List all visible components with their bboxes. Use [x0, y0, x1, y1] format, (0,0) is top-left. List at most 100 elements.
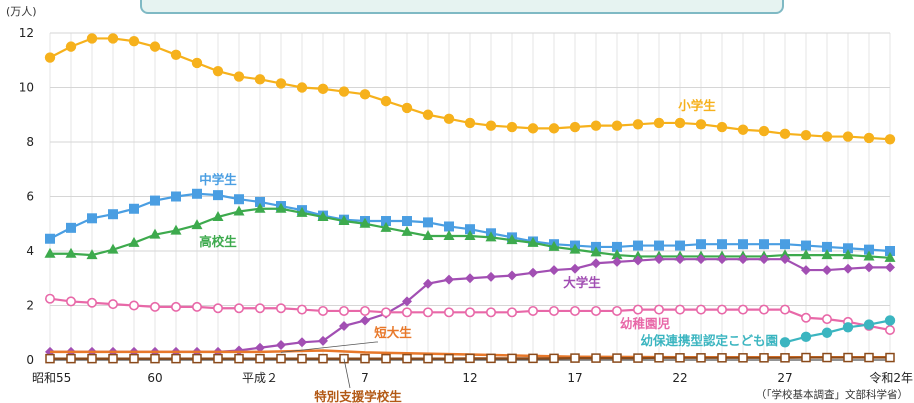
data-point [612, 353, 622, 363]
data-point [192, 353, 202, 364]
x-tick-label: 60 [147, 371, 162, 385]
data-point [423, 217, 433, 228]
x-tick-label: 17 [567, 371, 582, 385]
data-point [485, 231, 497, 242]
y-tick-label: 0 [26, 353, 34, 367]
data-point [422, 307, 433, 318]
data-point [317, 83, 329, 95]
data-point [444, 274, 454, 285]
data-point [150, 353, 160, 364]
x-tick-label: 令和2年 [869, 370, 913, 385]
data-point [359, 305, 370, 316]
data-point [44, 247, 56, 258]
data-point [885, 246, 895, 256]
data-point [632, 119, 644, 130]
data-point [758, 125, 770, 137]
data-point [171, 353, 181, 364]
data-point [149, 228, 161, 239]
data-point [275, 78, 287, 89]
data-point [464, 307, 475, 318]
data-point [590, 305, 601, 316]
data-point [780, 353, 790, 363]
data-point [360, 353, 370, 364]
x-tick-label: 7 [361, 371, 369, 385]
data-point [632, 304, 643, 315]
data-point [255, 303, 266, 314]
data-point [822, 352, 832, 363]
data-point [402, 296, 412, 307]
data-point [464, 230, 476, 241]
data-point [87, 213, 97, 224]
data-point [191, 57, 203, 69]
data-point [696, 353, 706, 363]
series-label: 小学生 [677, 98, 716, 113]
data-point [275, 303, 286, 314]
data-point [234, 303, 245, 314]
data-point [843, 263, 853, 274]
series-幼保連携型認定こども園 [779, 315, 896, 348]
data-point [150, 195, 160, 206]
x-tick-label: 22 [672, 371, 687, 385]
series-高校生 [44, 202, 896, 262]
data-point [780, 254, 790, 265]
data-point [654, 254, 664, 265]
data-point [129, 300, 140, 311]
data-point [255, 353, 265, 364]
data-point [149, 41, 161, 52]
data-point [192, 188, 202, 199]
leader-line [280, 341, 378, 353]
data-point [612, 256, 622, 267]
data-point [569, 121, 581, 133]
source-note: （「学校基本調査」文部科学省） [756, 388, 908, 401]
data-point [737, 124, 749, 135]
data-point [254, 74, 266, 85]
data-point [338, 305, 349, 316]
data-point [443, 230, 455, 241]
data-point [443, 307, 454, 318]
data-point [255, 342, 265, 353]
data-point [213, 190, 223, 201]
data-point [654, 240, 664, 251]
data-point [380, 307, 391, 318]
top-banner-frame [140, 0, 784, 14]
data-point [675, 353, 685, 363]
data-point [822, 241, 832, 252]
data-point [801, 240, 811, 251]
data-point [87, 353, 97, 364]
y-tick-label: 10 [19, 81, 34, 95]
data-point [338, 86, 350, 97]
data-point [107, 33, 119, 44]
data-point [800, 331, 812, 343]
data-point [359, 89, 371, 100]
data-point [233, 71, 245, 82]
data-point [380, 221, 392, 232]
series-特別支援学校生 [45, 352, 895, 364]
y-axis-ticks: 0 2 4 6 8 10 12 [19, 26, 34, 367]
data-point [653, 304, 664, 315]
data-point [422, 109, 434, 120]
data-point [800, 249, 812, 260]
data-point [675, 240, 685, 251]
series-label: 大学生 [563, 275, 601, 290]
data-point [633, 353, 643, 363]
data-point [884, 134, 896, 145]
data-point [779, 337, 791, 348]
series-幼稚園児 [44, 293, 895, 336]
data-point [863, 132, 875, 144]
data-point [549, 265, 559, 276]
data-point [275, 202, 287, 213]
data-point [212, 65, 224, 77]
data-point [759, 254, 769, 265]
data-point [296, 304, 307, 315]
data-point [695, 304, 706, 315]
data-point [401, 225, 413, 236]
data-point [380, 95, 392, 107]
data-point [507, 270, 517, 281]
data-point [548, 240, 560, 251]
data-point [254, 202, 266, 213]
data-point [506, 307, 517, 318]
data-point [674, 304, 685, 315]
data-point [129, 353, 139, 364]
data-point [44, 293, 55, 304]
data-point [800, 312, 811, 323]
